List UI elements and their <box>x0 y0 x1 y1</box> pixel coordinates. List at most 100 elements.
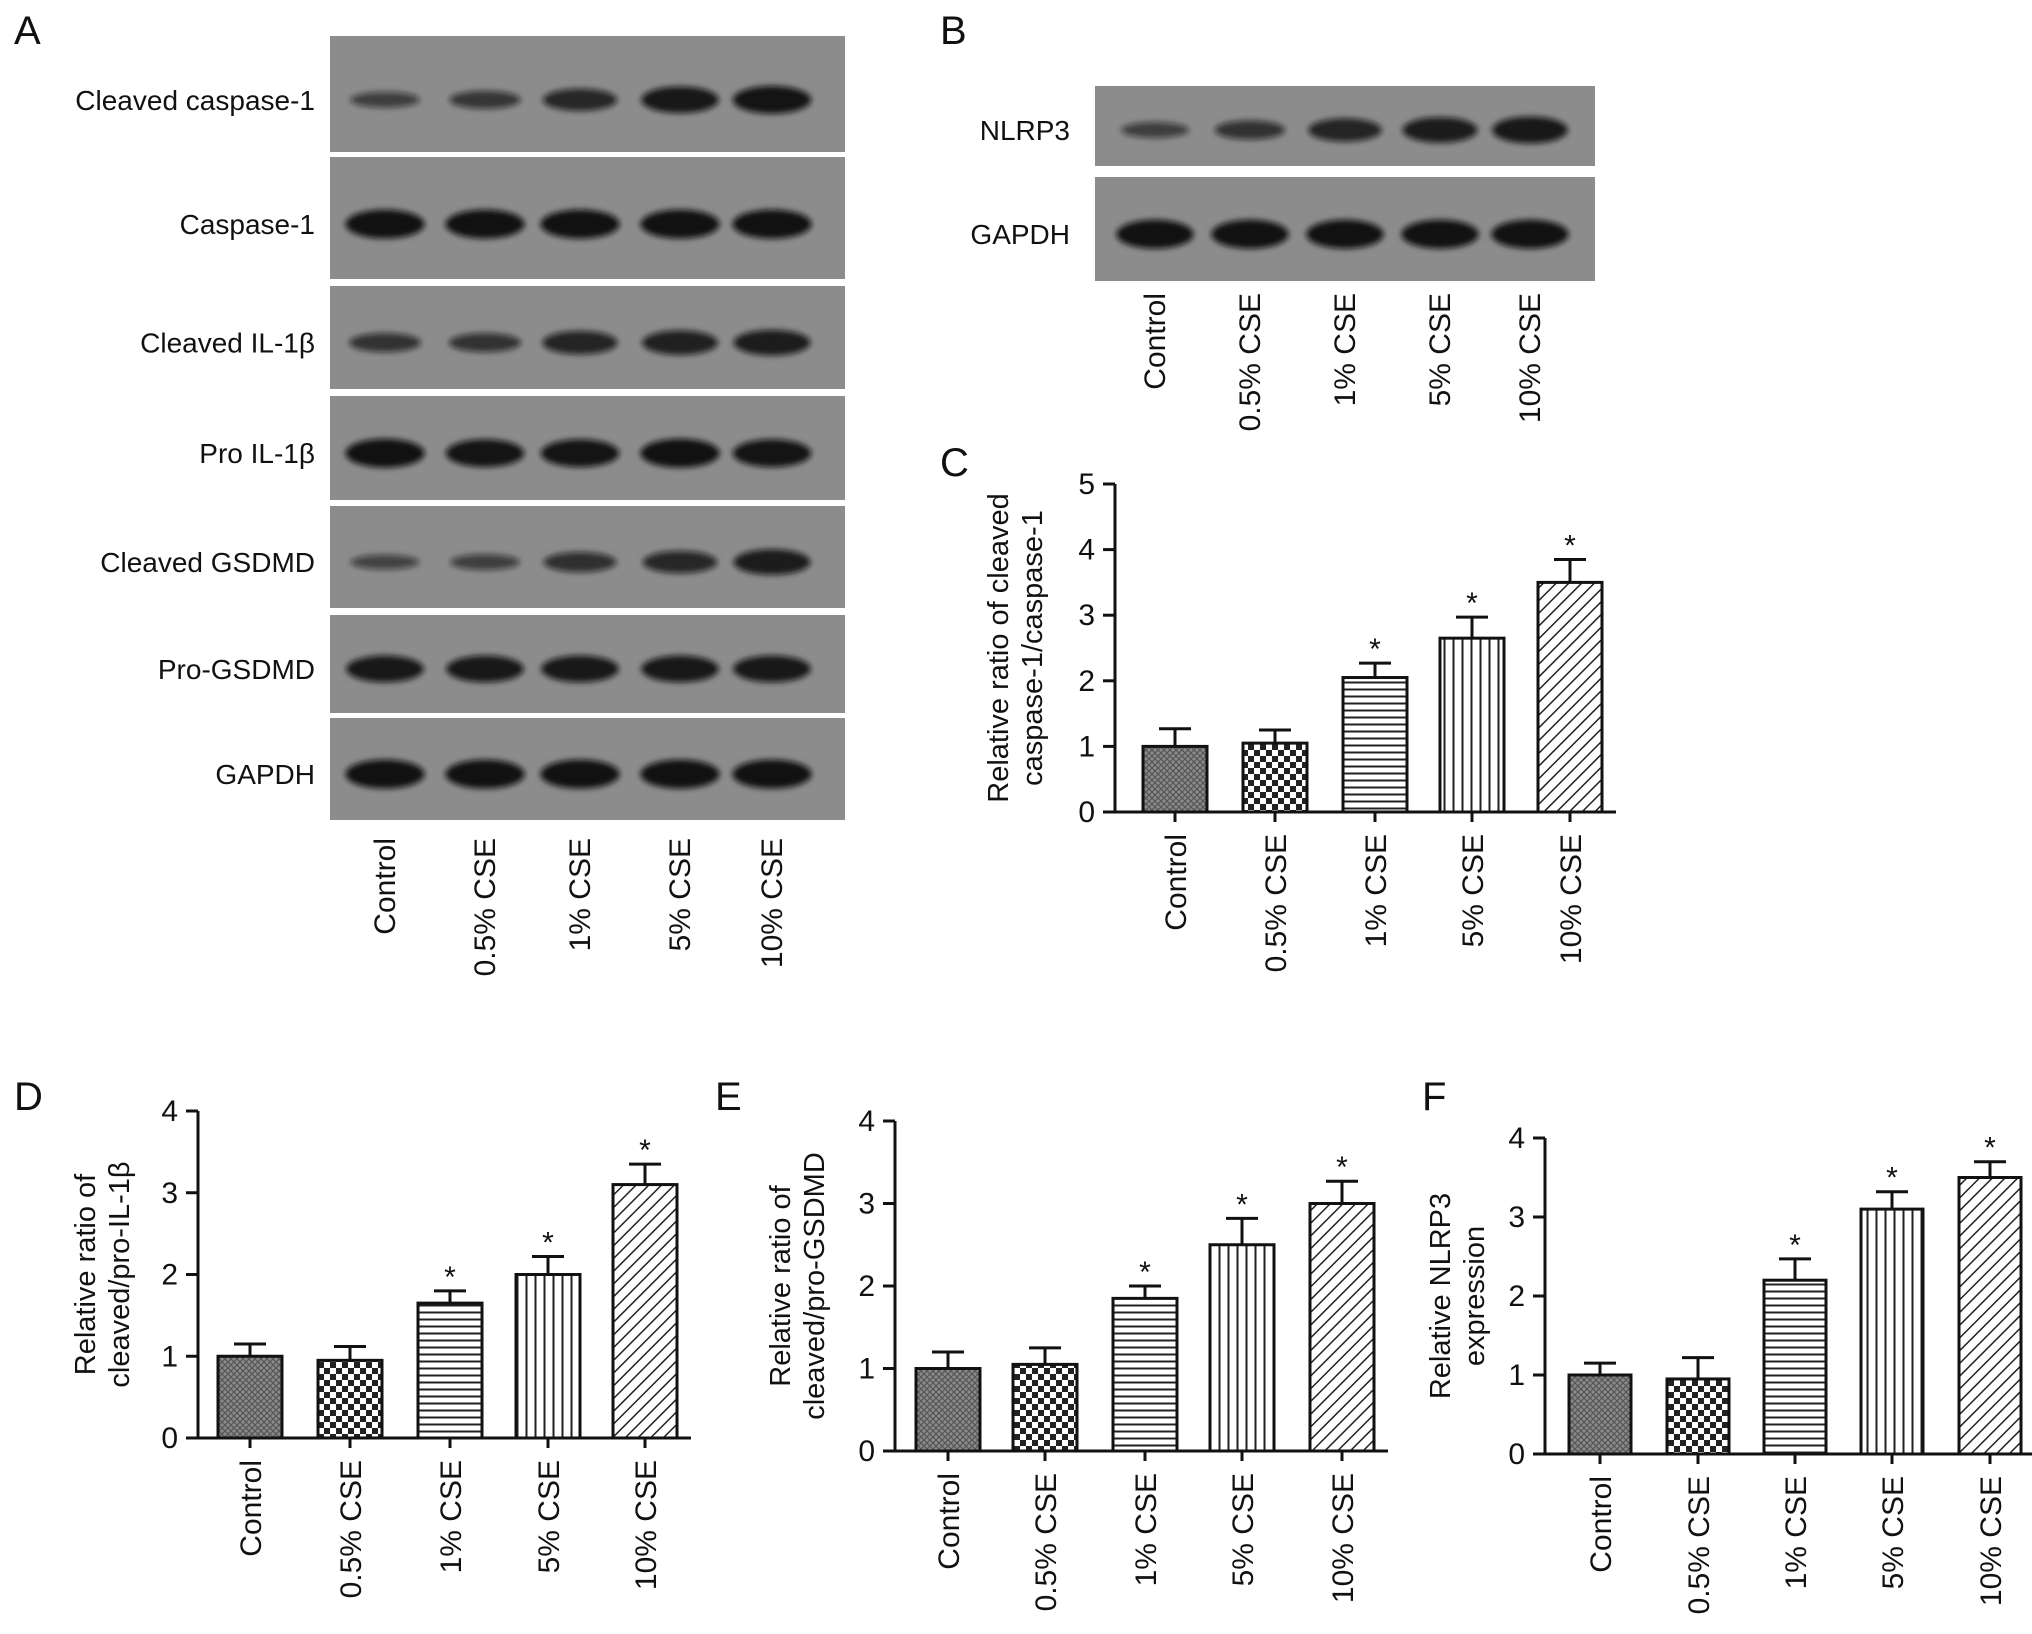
protein-band <box>1402 117 1478 143</box>
significance-star: * <box>444 1261 456 1294</box>
y-tick-label: 2 <box>858 1270 875 1303</box>
x-tick-label: 5% CSE <box>533 1460 566 1573</box>
protein-band <box>1306 219 1384 249</box>
y-axis-title: Relative ratio of <box>765 1184 797 1386</box>
y-tick-label: 0 <box>858 1435 875 1468</box>
protein-band <box>640 438 720 468</box>
bar-3 <box>1762 1278 1828 1456</box>
x-tick-label: 0.5% CSE <box>335 1460 368 1598</box>
significance-star: * <box>1236 1188 1248 1221</box>
bar-2 <box>1665 1377 1731 1456</box>
significance-star: * <box>1336 1151 1348 1184</box>
protein-band <box>349 333 421 353</box>
y-axis-title: cleaved/pro-GSDMD <box>799 1152 831 1420</box>
blot-lane-label: 1% CSE <box>1329 293 1362 406</box>
bar-2 <box>1241 741 1309 814</box>
y-axis-title: Relative NLRP3 <box>1425 1193 1457 1399</box>
bar-3 <box>416 1301 484 1440</box>
blot-lane-label: 0.5% CSE <box>469 838 502 976</box>
y-tick-label: 0 <box>1078 796 1095 829</box>
protein-band <box>732 209 812 239</box>
y-axis-title: caspase-1/caspase-1 <box>1017 510 1049 786</box>
bar-2 <box>316 1358 384 1440</box>
y-tick-label: 1 <box>1508 1359 1525 1392</box>
protein-band <box>641 86 719 114</box>
protein-band <box>446 655 524 683</box>
x-tick-label: Control <box>1160 834 1193 931</box>
blot-strip-5 <box>330 615 845 713</box>
protein-band <box>1211 219 1289 249</box>
bar-5 <box>1957 1176 2023 1456</box>
protein-band <box>733 329 811 356</box>
y-axis-title: Relative ratio of <box>70 1173 102 1375</box>
protein-band <box>350 91 420 108</box>
blot-strip-2 <box>330 286 845 389</box>
x-tick-label: Control <box>235 1460 268 1557</box>
blot-row-label: Pro-GSDMD <box>158 654 315 685</box>
protein-band <box>1491 219 1569 249</box>
protein-band <box>445 209 525 239</box>
protein-band <box>641 655 719 683</box>
blot-lane-label: 10% CSE <box>756 838 789 968</box>
protein-band <box>1308 118 1382 142</box>
x-tick-label: 1% CSE <box>435 1460 468 1573</box>
protein-band <box>642 330 718 355</box>
y-tick-label: 1 <box>1078 730 1095 763</box>
blot-strip-0 <box>1095 86 1595 166</box>
protein-band <box>346 655 424 683</box>
y-axis-title: Relative ratio of cleaved <box>983 493 1015 803</box>
bar-1 <box>1567 1373 1633 1456</box>
protein-band <box>732 439 812 468</box>
y-tick-label: 1 <box>858 1353 875 1386</box>
panel-letter-a: A <box>14 9 41 53</box>
protein-band <box>542 330 618 355</box>
blot-lane-label: 5% CSE <box>664 838 697 951</box>
bar-4 <box>1859 1207 1925 1456</box>
significance-star: * <box>1886 1162 1898 1195</box>
panel-letter-f: F <box>1422 1075 1446 1119</box>
blot-row-label: NLRP3 <box>980 115 1070 146</box>
x-tick-label: 5% CSE <box>1227 1473 1260 1586</box>
y-tick-label: 3 <box>1078 599 1095 632</box>
protein-band <box>540 759 620 789</box>
blot-strip-0 <box>330 36 845 152</box>
blot-lane-label: Control <box>369 838 402 935</box>
y-tick-label: 2 <box>161 1259 178 1292</box>
y-tick-label: 0 <box>161 1422 178 1455</box>
significance-star: * <box>1369 633 1381 666</box>
significance-star: * <box>1466 587 1478 620</box>
protein-band <box>733 655 811 683</box>
x-tick-label: 0.5% CSE <box>1683 1476 1716 1614</box>
x-tick-label: 1% CSE <box>1130 1473 1163 1586</box>
bar-1 <box>216 1354 284 1440</box>
significance-star: * <box>639 1134 651 1167</box>
panel-letter-b: B <box>940 9 967 53</box>
protein-band <box>642 550 718 574</box>
y-tick-label: 4 <box>858 1105 875 1138</box>
bar-chart-e: 0 1 2 3 4 Control 0.5% CSE * 1% CSE * 5% CSE * 10% C… <box>765 1105 1388 1611</box>
significance-star: * <box>1139 1256 1151 1289</box>
y-axis-title: cleaved/pro-IL-1β <box>104 1161 136 1387</box>
bar-4 <box>1208 1243 1276 1453</box>
bar-5 <box>1536 580 1604 814</box>
blot-row-label: GAPDH <box>215 759 315 790</box>
bar-3 <box>1341 676 1409 814</box>
protein-band <box>541 655 619 683</box>
y-tick-label: 4 <box>1078 534 1095 567</box>
protein-band <box>543 552 617 573</box>
bar-4 <box>1438 636 1506 814</box>
protein-band <box>450 554 520 570</box>
x-tick-label: 10% CSE <box>1555 834 1588 964</box>
bar-2 <box>1011 1362 1079 1453</box>
bar-1 <box>914 1367 982 1453</box>
bar-5 <box>611 1183 679 1440</box>
x-tick-label: 0.5% CSE <box>1030 1473 1063 1611</box>
blot-lane-label: 10% CSE <box>1514 293 1547 423</box>
protein-band <box>1214 120 1286 140</box>
significance-star: * <box>1564 529 1576 562</box>
protein-band <box>445 439 525 468</box>
bar-chart-d: 0 1 2 3 4 Control 0.5% CSE * 1% CSE * 5% CSE * 10% C… <box>70 1095 691 1598</box>
protein-band <box>540 439 620 468</box>
y-tick-label: 4 <box>161 1095 178 1128</box>
protein-band <box>540 209 620 239</box>
